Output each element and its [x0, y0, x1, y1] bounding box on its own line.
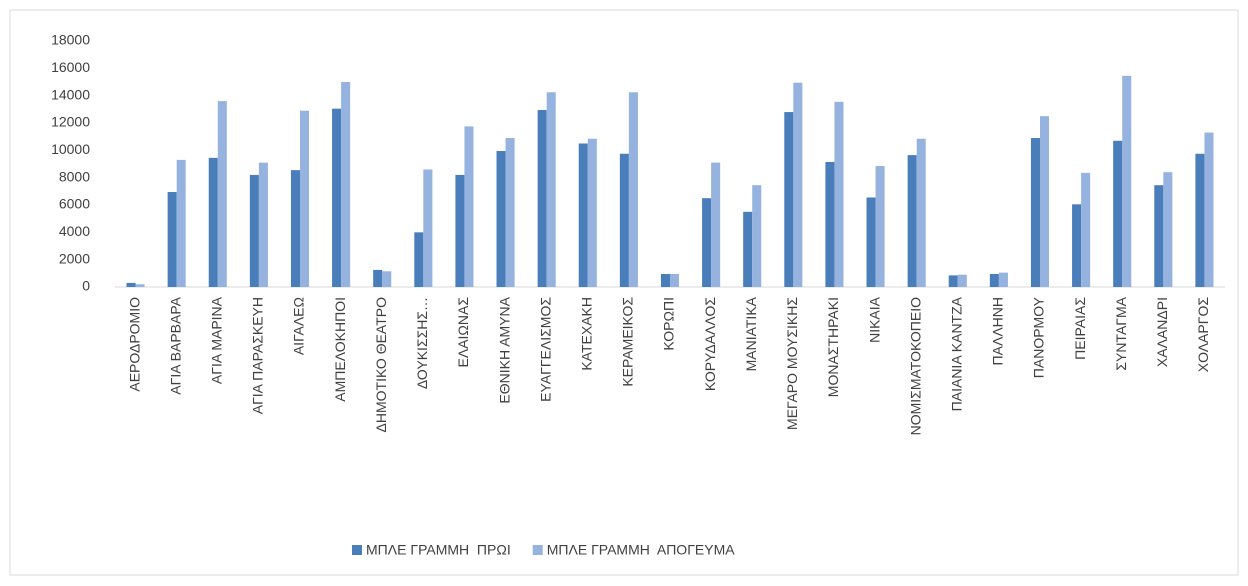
bar: [217, 101, 227, 287]
bar: [208, 157, 218, 287]
bar: [948, 275, 958, 287]
bar: [414, 232, 424, 287]
x-tick-label: ΜΕΓΑΡΟ ΜΟΥΣΙΚΗΣ: [784, 297, 800, 430]
bar: [784, 112, 794, 287]
bar: [670, 274, 680, 287]
y-tick-label: 6000: [59, 196, 90, 212]
legend-label: ΜΠΛΕ ΓΡΑΜΜΗ ΠΡΩΙ: [366, 542, 511, 558]
bar: [1081, 172, 1091, 287]
x-tick-label: ΑΓΙΑ ΠΑΡΑΣΚΕΥΗ: [250, 297, 266, 414]
bar: [907, 155, 917, 287]
y-tick-label: 4000: [59, 223, 90, 239]
bar: [455, 174, 465, 287]
bar: [135, 284, 145, 287]
bar: [332, 108, 342, 288]
x-tick-label: ΔΗΜΟΤΙΚΟ ΘΕΑΤΡΟ: [373, 297, 389, 433]
x-tick-label: ΠΑΙΑΝΙΑ ΚΑΝΤΖΑ: [948, 296, 964, 411]
legend-label: ΜΠΛΕ ΓΡΑΜΜΗ ΑΠΟΓΕΥΜΑ: [547, 542, 736, 558]
y-tick-label: 0: [82, 278, 90, 294]
bar: [382, 271, 392, 287]
bar: [373, 269, 383, 287]
x-tick-label: ΑΕΡΟΔΡΟΜΙΟ: [126, 297, 142, 392]
bar: [825, 161, 835, 287]
bar: [1030, 138, 1040, 287]
bar: [176, 159, 186, 287]
x-tick-label: ΑΓΙΑ ΒΑΡΒΑΡΑ: [167, 296, 183, 394]
x-tick-label: ΜΑΝΙΑΤΙΚΑ: [743, 296, 759, 371]
bar: [834, 101, 844, 287]
x-tick-label: ΕΛΑΙΩΝΑΣ: [455, 297, 471, 368]
y-tick-label: 10000: [51, 141, 90, 157]
x-tick-label: ΑΙΓΑΛΕΩ: [291, 297, 307, 355]
bar: [1204, 132, 1214, 287]
bar: [793, 82, 803, 287]
bar: [1195, 153, 1205, 287]
chart-border: [9, 9, 1239, 576]
x-tick-label: ΚΕΡΑΜΕΙΚΟΣ: [620, 297, 636, 387]
x-tick-label: ΜΟΝΑΣΤΗΡΑΚΙ: [825, 297, 841, 397]
x-tick-label: ΕΘΝΙΚΗ ΑΜΥΝΑ: [496, 296, 512, 403]
bar: [711, 162, 721, 287]
bar: [496, 151, 506, 287]
bar: [537, 110, 547, 288]
x-tick-label: ΝΙΚΑΙΑ: [866, 296, 882, 343]
bar: [423, 169, 433, 287]
y-tick-label: 16000: [51, 59, 90, 75]
bar: [126, 282, 136, 287]
y-tick-label: 8000: [59, 168, 90, 184]
legend-swatch: [532, 545, 543, 555]
bar: [464, 126, 474, 288]
bar: [1122, 75, 1132, 287]
bar: [546, 92, 556, 287]
x-tick-label: ΔΟΥΚΙΣΣΗΣ…: [414, 297, 430, 389]
x-tick-label: ΚΟΡΥΔΑΛΛΟΣ: [702, 297, 718, 391]
bar: [743, 211, 753, 287]
bar: [628, 92, 638, 287]
legend-swatch: [352, 545, 362, 555]
x-tick-label: ΠΕΙΡΑΙΑΣ: [1072, 297, 1088, 360]
x-tick-label: ΠΑΛΛΗΝΗ: [990, 297, 1006, 365]
bar: [660, 274, 670, 287]
bar: [167, 192, 177, 287]
bar: [587, 138, 597, 287]
bar: [341, 82, 351, 287]
x-tick-label: ΝΟΜΙΣΜΑΤΟΚΟΠΕΙΟ: [907, 297, 923, 435]
bar: [578, 143, 588, 287]
bar: [875, 166, 885, 287]
bar: [258, 162, 268, 287]
x-tick-label: ΚΑΤΕΧΑΚΗ: [578, 297, 594, 371]
bar: [1113, 140, 1123, 287]
bar: [1163, 172, 1173, 287]
bar: [998, 272, 1008, 287]
bar: [989, 274, 999, 287]
bar: [1040, 116, 1050, 288]
bar: [300, 110, 310, 287]
y-tick-label: 14000: [51, 86, 90, 102]
x-tick-label: ΧΑΛΑΝΔΡΙ: [1154, 297, 1170, 367]
bar: [866, 197, 876, 287]
bar: [619, 153, 629, 287]
x-tick-label: ΑΜΠΕΛΟΚΗΠΟΙ: [332, 297, 348, 402]
bar: [957, 274, 967, 287]
y-tick-label: 18000: [51, 32, 90, 48]
x-tick-label: ΚΟΡΩΠΙ: [661, 297, 677, 351]
bar: [290, 170, 300, 287]
bar: [249, 174, 259, 287]
x-tick-label: ΠΑΝΟΡΜΟΥ: [1031, 296, 1047, 378]
x-tick-label: ΕΥΑΓΓΕΛΙΣΜΟΣ: [537, 297, 553, 402]
bar: [505, 138, 515, 287]
bar: [1072, 204, 1082, 287]
bar: [702, 198, 712, 287]
y-tick-label: 2000: [59, 250, 90, 266]
y-tick-label: 12000: [51, 114, 90, 130]
bar: [916, 138, 926, 287]
x-tick-label: ΧΟΛΑΡΓΟΣ: [1195, 297, 1211, 373]
bar: [1154, 185, 1164, 287]
x-tick-label: ΣΥΝΤΑΓΜΑ: [1113, 296, 1129, 370]
x-tick-label: ΑΓΙΑ ΜΑΡΙΝΑ: [208, 296, 224, 384]
bar: [752, 185, 762, 287]
